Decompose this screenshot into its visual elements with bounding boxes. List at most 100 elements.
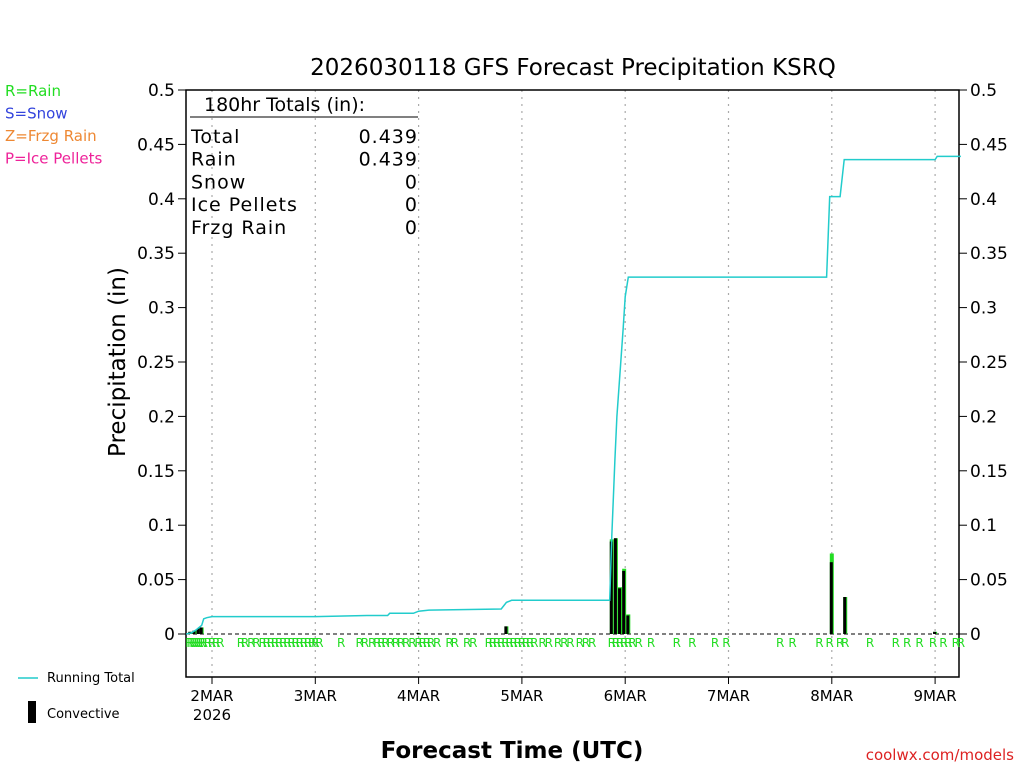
- rain-mark: R: [247, 636, 255, 650]
- rain-mark: R: [493, 636, 501, 650]
- rain-mark: R: [419, 636, 427, 650]
- running-total-legend-label: Running Total: [47, 671, 135, 686]
- rain-mark: R: [514, 636, 522, 650]
- rain-mark: R: [315, 636, 323, 650]
- rain-mark: R: [788, 636, 796, 650]
- x-tick-label: 2MAR: [190, 687, 233, 705]
- rain-mark: R: [634, 636, 642, 650]
- totals-value: 0.439: [359, 149, 418, 171]
- y-tick-label: 0.05: [137, 571, 175, 591]
- y-tick-label: 0.3: [970, 299, 997, 319]
- rain-mark: R: [212, 636, 220, 650]
- rain-mark: R: [526, 636, 534, 650]
- totals-label: Snow: [191, 171, 246, 193]
- rain-mark: R: [287, 636, 295, 650]
- totals-value: 0: [405, 171, 418, 193]
- totals-label: Rain: [191, 149, 237, 171]
- x-tick-label: 5MAR: [500, 687, 543, 705]
- rain-mark: R: [929, 636, 937, 650]
- convective-bar: [504, 626, 508, 634]
- rain-mark: R: [530, 636, 538, 650]
- convective-bar: [609, 541, 613, 634]
- rain-mark: R: [311, 636, 319, 650]
- y-tick-label: 0.2: [970, 407, 997, 427]
- rain-mark: R: [518, 636, 526, 650]
- convective-legend-label: Convective: [47, 707, 120, 722]
- rain-mark: R: [208, 636, 216, 650]
- rain-mark: R: [408, 636, 416, 650]
- running-total-line: [186, 155, 961, 635]
- rain-mark: R: [381, 636, 389, 650]
- rain-mark: R: [463, 636, 471, 650]
- y-tick-label: 0.15: [970, 462, 1008, 482]
- y-axis-left: 0 0.05 0.1 0.15 0.2 0.25 0.3 0.35 0.4 0.45 0.5: [137, 81, 186, 645]
- rain-mark: R: [522, 636, 530, 650]
- rain-mark: R: [620, 636, 628, 650]
- y-tick-label: 0.4: [970, 190, 997, 210]
- rain-mark: R: [711, 636, 719, 650]
- totals-value: 0.439: [359, 126, 418, 148]
- totals-label: Total: [190, 126, 240, 148]
- rain-mark: R: [337, 636, 345, 650]
- rain-mark: R: [263, 636, 271, 650]
- rain-mark: R: [915, 636, 923, 650]
- rain-mark: R: [296, 636, 304, 650]
- rain-mark: R: [505, 636, 513, 650]
- rain-mark: R: [501, 636, 509, 650]
- rain-mark: R: [414, 636, 422, 650]
- rain-mark: R: [776, 636, 784, 650]
- y-tick-label: 0.5: [148, 81, 175, 101]
- y-tick-label: 0.35: [137, 244, 175, 264]
- rain-mark: R: [275, 636, 283, 650]
- gridlines: [211, 90, 936, 677]
- totals-box: 180hr Totals (in): Total 0.439 Rain 0.439 Sn…: [190, 94, 418, 239]
- rain-mark: R: [279, 636, 287, 650]
- rain-mark: R: [402, 636, 410, 650]
- totals-rows: Total 0.439 Rain 0.439 Snow 0 Ice Pellets 0 Frzg…: [190, 126, 418, 239]
- rain-mark: R: [368, 636, 376, 650]
- rain-mark: R: [560, 636, 568, 650]
- convective-bar: [829, 562, 833, 634]
- plot-frame: [185, 89, 960, 678]
- rain-mark: R: [509, 636, 517, 650]
- rain-mark: R: [554, 636, 562, 650]
- y-tick-label: 0.15: [137, 462, 175, 482]
- rain-mark: R: [191, 636, 199, 650]
- rain-mark: R: [588, 636, 596, 650]
- rain-mark: R: [193, 636, 201, 650]
- rain-mark: R: [647, 636, 655, 650]
- rain-mark: R: [204, 636, 212, 650]
- convective-bar: [618, 588, 622, 634]
- rain-mark: R: [267, 636, 275, 650]
- convective-bar: [199, 627, 203, 634]
- x-tick-label: 7MAR: [707, 687, 750, 705]
- convective-bar: [622, 570, 626, 634]
- rain-mark: R: [237, 636, 245, 650]
- convective-bar: [933, 631, 937, 634]
- rain-mark: R: [433, 636, 441, 650]
- totals-value: 0: [405, 217, 418, 239]
- y-tick-label: 0.35: [970, 244, 1008, 264]
- precip-bars: [188, 538, 938, 634]
- rain-mark: R: [216, 636, 224, 650]
- totals-label: Ice Pellets: [191, 194, 298, 216]
- rain-mark: R: [952, 636, 960, 650]
- rain-mark: R: [497, 636, 505, 650]
- precip-type-legend-item: R=Rain: [5, 82, 61, 100]
- rain-mark: R: [427, 636, 435, 650]
- rain-mark: R: [957, 636, 965, 650]
- rain-mark: R: [292, 636, 300, 650]
- credit-link[interactable]: coolwx.com/models: [866, 746, 1014, 764]
- rain-mark: R: [252, 636, 260, 650]
- rain-mark: R: [361, 636, 369, 650]
- rain-mark: R: [469, 636, 477, 650]
- rain-mark: R: [397, 636, 405, 650]
- rain-mark: R: [836, 636, 844, 650]
- y-tick-label: 0.05: [970, 571, 1008, 591]
- rain-mark: R: [722, 636, 730, 650]
- rain-mark: R: [826, 636, 834, 650]
- rain-mark: R: [258, 636, 266, 650]
- convective-bar: [626, 615, 630, 634]
